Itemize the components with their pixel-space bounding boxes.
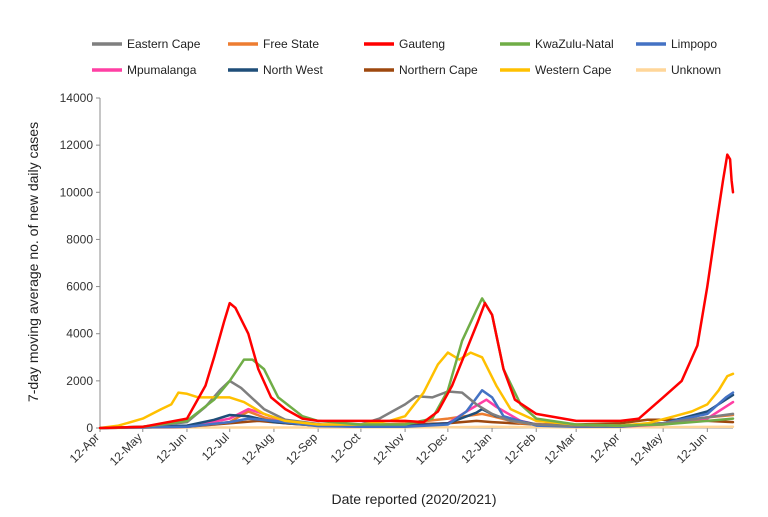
legend-label-north-west: North West [263, 63, 323, 77]
legend: Eastern Cape Free State Gauteng KwaZulu-Nat… [92, 37, 721, 77]
x-tick-label: 12-Jun [153, 430, 189, 466]
x-axis-title: Date reported (2020/2021) [332, 491, 497, 507]
series-line-gauteng [98, 153, 735, 430]
y-axis-title: 7-day moving average no. of new daily ca… [25, 122, 41, 402]
y-tick-label: 10000 [60, 185, 94, 199]
x-tick-label: 12-May [107, 430, 145, 468]
x-tick-label: 12-Jul [199, 430, 232, 463]
series-line-kwazulu-natal [98, 297, 735, 430]
y-tick-label: 2000 [66, 374, 93, 388]
x-tick-label: 12-Mar [542, 430, 579, 467]
y-tick-label: 14000 [60, 91, 94, 105]
x-tick-label: 12-Nov [370, 430, 407, 467]
legend-label-unknown: Unknown [671, 63, 721, 77]
series-line-western-cape [98, 351, 735, 430]
legend-label-gauteng: Gauteng [399, 37, 445, 51]
x-tick-label: 12-Jan [458, 430, 494, 466]
legend-label-northern-cape: Northern Cape [399, 63, 478, 77]
x-tick-label: 12-Oct [328, 430, 364, 466]
series-lines [98, 153, 735, 430]
x-tick-label: 12-Aug [239, 430, 276, 467]
legend-label-mpumalanga: Mpumalanga [127, 63, 197, 77]
y-tick-label: 0 [86, 421, 93, 435]
x-tick-label: 12-Apr [587, 430, 622, 465]
legend-label-free-state: Free State [263, 37, 319, 51]
legend-label-western-cape: Western Cape [535, 63, 612, 77]
y-tick-label: 4000 [66, 327, 93, 341]
x-tick-label: 12-Jun [674, 430, 710, 466]
y-tick-label: 12000 [60, 138, 94, 152]
x-tick-label: 12-Apr [67, 430, 102, 465]
y-tick-label: 8000 [66, 232, 93, 246]
legend-label-eastern-cape: Eastern Cape [127, 37, 201, 51]
x-tick-label: 12-Sep [283, 430, 320, 467]
series-line-eastern-cape [98, 379, 735, 430]
legend-label-limpopo: Limpopo [671, 37, 717, 51]
x-tick-label: 12-Dec [413, 430, 450, 467]
legend-label-kwazulu-natal: KwaZulu-Natal [535, 37, 614, 51]
y-tick-label: 6000 [66, 280, 93, 294]
x-tick-label: 12-May [627, 430, 665, 468]
series-line-northern-cape [98, 418, 735, 430]
x-tick-label: 12-Feb [502, 430, 539, 467]
